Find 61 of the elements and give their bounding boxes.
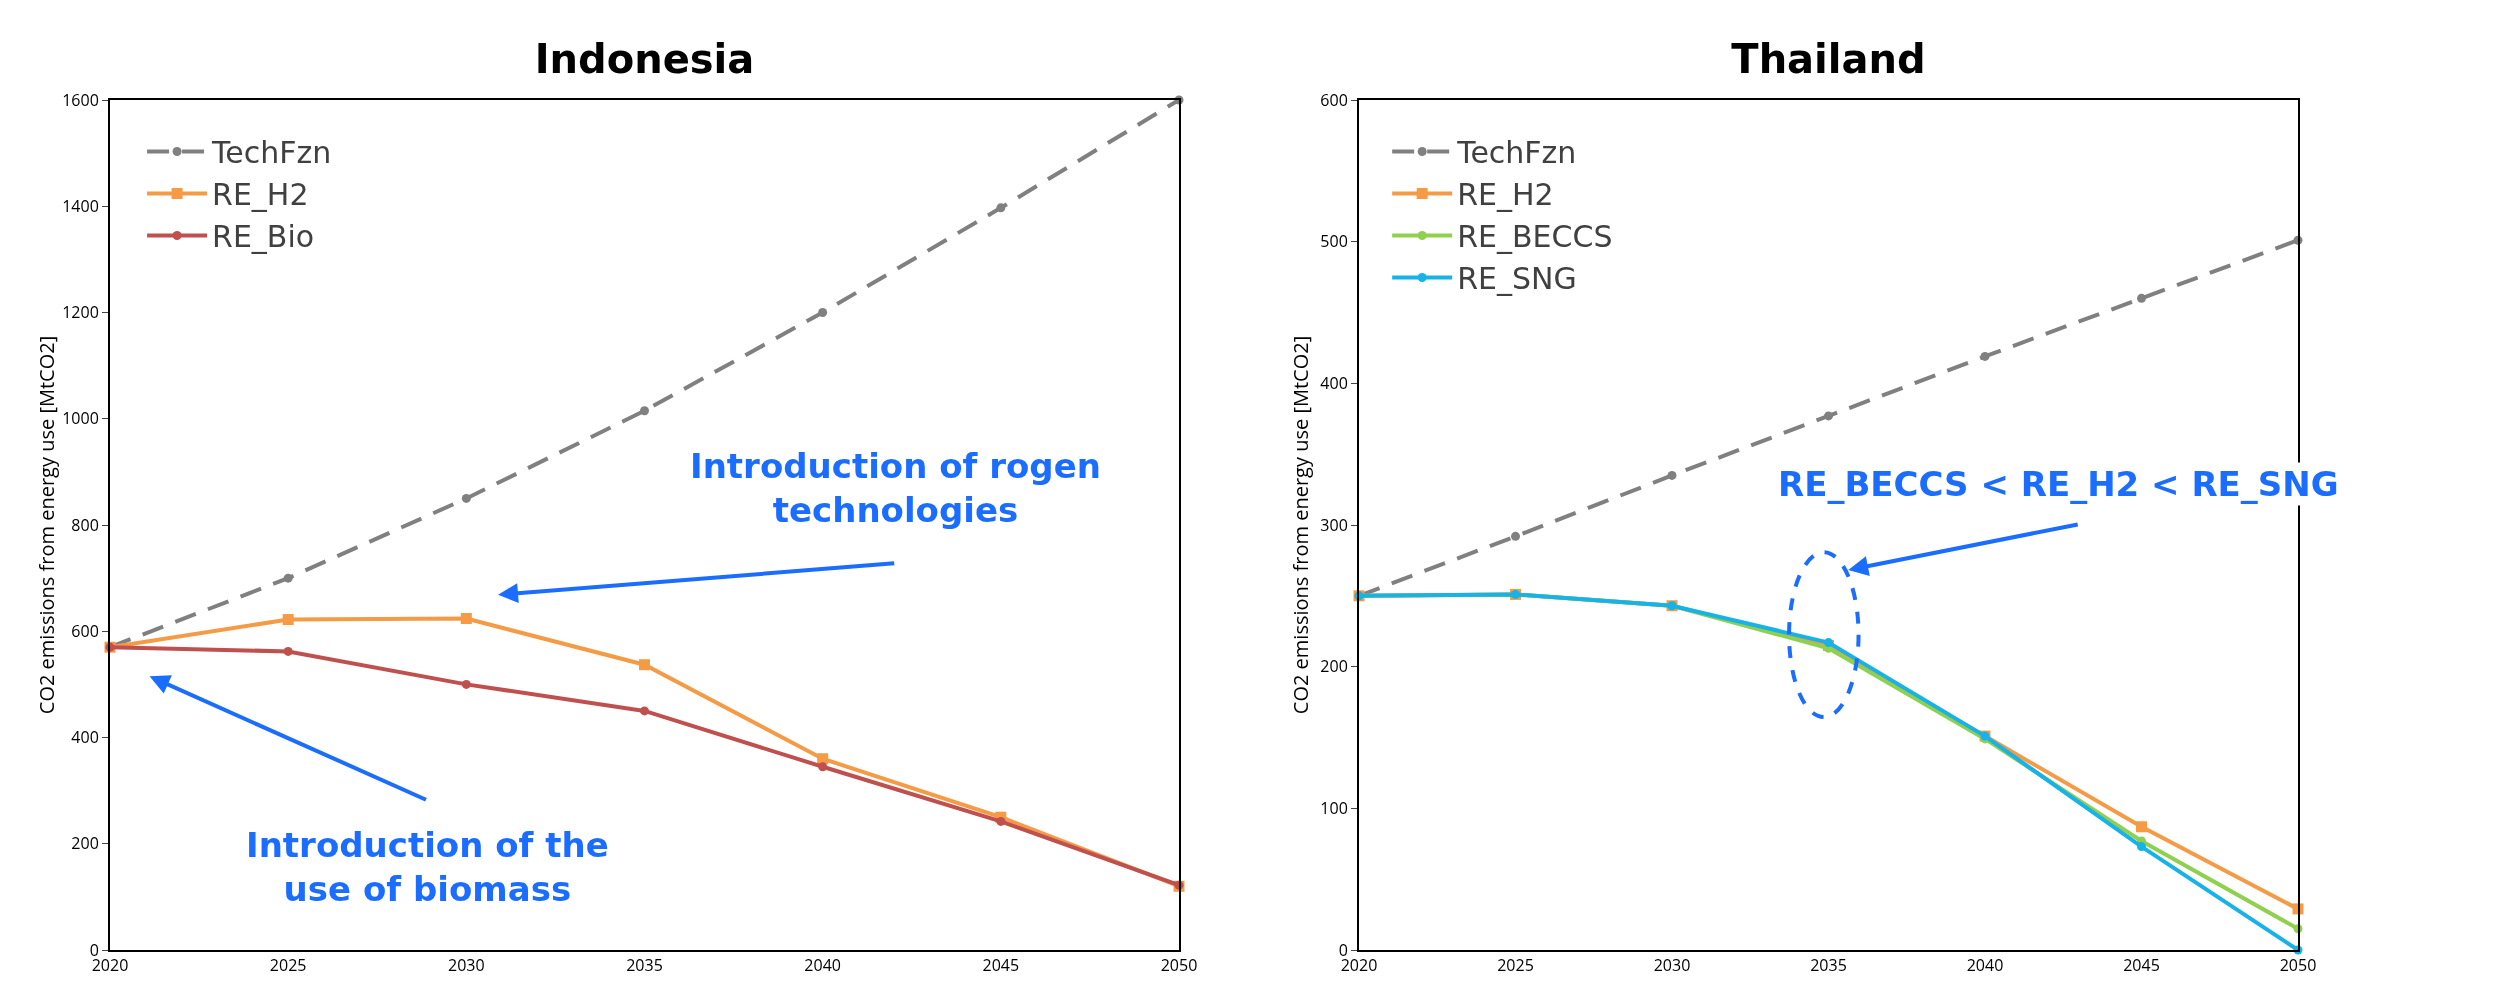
point — [1980, 351, 1990, 361]
point — [2136, 821, 2147, 833]
y-tick-label: 1400 — [62, 194, 99, 217]
point — [640, 406, 649, 416]
legend-label: RE_Bio — [212, 219, 315, 255]
y-tick-label: 400 — [71, 726, 99, 749]
point — [283, 573, 293, 583]
y-axis-title: CO2 emissions from energy use [MtCO2] — [33, 335, 61, 715]
y-tick-label: 100 — [1320, 796, 1348, 819]
x-tick-label: 2025 — [269, 954, 307, 977]
point — [283, 646, 293, 656]
annotation: RE_BECCS < RE_H2 < RE_SNG — [1778, 464, 2339, 504]
legend-label: RE_H2 — [212, 177, 309, 213]
point — [461, 493, 471, 503]
point — [817, 753, 829, 765]
legend-label: TechFzn — [1456, 135, 1577, 171]
y-tick-label: 200 — [1320, 655, 1348, 678]
annotation: Introduction of the use of biomass — [246, 825, 609, 910]
legend-label: RE_SNG — [1457, 261, 1577, 297]
x-tick-label: 2025 — [1497, 954, 1534, 977]
legend-label: TechFzn — [211, 135, 332, 171]
legend-label: RE_BECCS — [1457, 219, 1613, 255]
point — [818, 762, 828, 772]
point — [1511, 531, 1520, 541]
y-tick-label: 1200 — [62, 301, 99, 324]
point — [996, 203, 1006, 213]
y-tick-label: 600 — [1320, 88, 1348, 111]
x-tick-label: 2030 — [448, 954, 485, 977]
annotation: Introduction of rogen technologies — [690, 446, 1101, 531]
x-tick-label: 2040 — [804, 954, 841, 977]
y-tick-label: 400 — [1320, 371, 1348, 394]
y-axis-title: CO2 emissions from energy use [MtCO2] — [1287, 335, 1314, 715]
y-tick-label: 1600 — [62, 88, 99, 111]
y-tick-label: 200 — [71, 832, 99, 855]
y-tick-label: 800 — [71, 513, 99, 536]
x-tick-label: 2040 — [1966, 954, 2004, 977]
chart-title: Thailand — [1731, 36, 1926, 82]
x-tick-label: 2030 — [1653, 954, 1691, 977]
y-tick-label: 300 — [1320, 513, 1348, 536]
x-tick-label: 2035 — [626, 954, 663, 977]
point — [818, 308, 828, 317]
point — [1824, 411, 1833, 421]
chart-title: Indonesia — [534, 36, 755, 82]
y-tick-label: 600 — [71, 619, 99, 642]
legend-label: RE_H2 — [1457, 177, 1554, 213]
x-tick-label: 2045 — [982, 954, 1020, 977]
point — [2137, 842, 2146, 852]
y-tick-label: 500 — [1320, 230, 1348, 253]
point — [282, 614, 294, 626]
point — [640, 706, 649, 716]
x-tick-label: 2050 — [1160, 954, 1198, 977]
x-tick-label: 2035 — [1810, 954, 1847, 977]
point — [639, 659, 650, 671]
x-tick-label: 2050 — [2279, 954, 2317, 977]
point — [460, 613, 472, 624]
point — [1667, 470, 1677, 480]
point — [996, 816, 1006, 826]
point — [2137, 293, 2146, 303]
x-tick-label: 2045 — [2123, 954, 2160, 977]
y-tick-label: 1000 — [62, 407, 99, 430]
point — [461, 679, 471, 689]
